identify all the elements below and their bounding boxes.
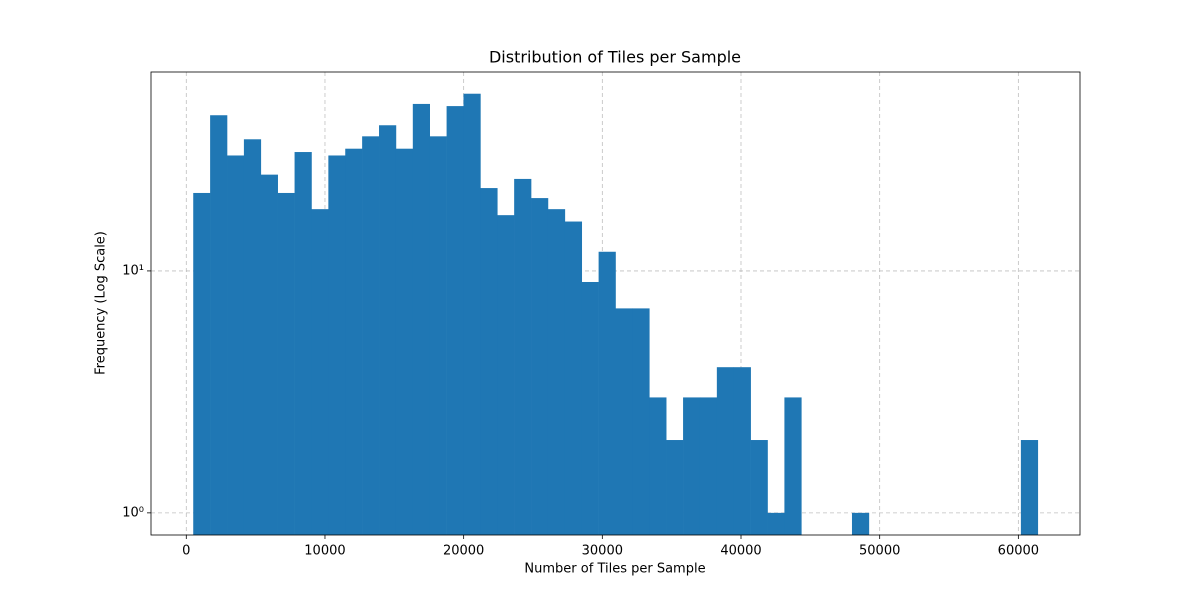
bar (260, 174, 278, 535)
bar (784, 397, 802, 535)
x-tick-label: 40000 (720, 544, 761, 559)
bar (277, 192, 295, 535)
y-axis-label: Frequency (Log Scale) (94, 231, 109, 375)
bar (328, 155, 346, 535)
bar (649, 397, 667, 535)
x-axis-label: Number of Tiles per Sample (524, 562, 705, 577)
bar (716, 367, 735, 535)
x-tick-label: 30000 (582, 544, 623, 559)
bar (598, 251, 616, 536)
bar (311, 209, 329, 535)
bar (581, 281, 599, 535)
x-tick-label: 50000 (859, 544, 900, 559)
bar (733, 367, 751, 535)
x-tick-label: 0 (182, 544, 190, 559)
bar (412, 103, 430, 535)
bar (446, 106, 464, 535)
bar (632, 308, 650, 535)
bar (379, 125, 397, 535)
bar (497, 215, 515, 535)
bar (1020, 440, 1039, 535)
x-tick-label: 60000 (998, 544, 1039, 559)
bar (851, 512, 870, 535)
bar (767, 512, 785, 535)
bar (564, 221, 583, 536)
plot-frame (150, 71, 1081, 536)
bar (531, 198, 549, 535)
bar (666, 440, 684, 535)
y-tick-label: 10⁰ (122, 505, 144, 520)
bar (699, 397, 718, 535)
bar (683, 397, 701, 535)
bar (429, 136, 447, 535)
bar (615, 308, 633, 535)
bar (547, 209, 566, 535)
bar (463, 93, 481, 536)
bar (345, 148, 363, 535)
x-tick-label: 10000 (304, 544, 345, 559)
bar (514, 178, 532, 535)
bar (395, 148, 414, 535)
bar (243, 139, 262, 535)
x-tick-label: 20000 (443, 544, 484, 559)
bar (193, 192, 211, 535)
bar (362, 136, 380, 535)
bar (227, 155, 245, 535)
bar (480, 188, 498, 535)
bar (294, 152, 312, 536)
bar (750, 440, 768, 535)
bar (210, 115, 228, 535)
chart-title: Distribution of Tiles per Sample (489, 48, 741, 67)
y-tick-label: 10¹ (122, 263, 144, 278)
